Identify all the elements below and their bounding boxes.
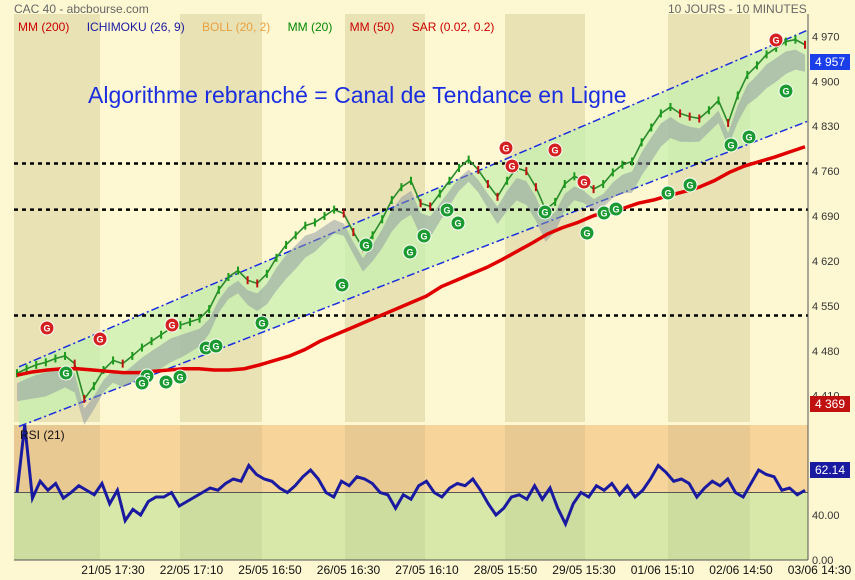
legend-sar: SAR (0.02, 0.2): [411, 20, 495, 34]
chart-period: 10 JOURS - 10 MINUTES: [668, 2, 807, 16]
last-price-tag: 4 957: [810, 54, 850, 70]
svg-text:G: G: [600, 209, 607, 219]
signal-marker-24: G: [596, 205, 612, 221]
price-tick-3: 4 620: [812, 256, 840, 268]
svg-text:G: G: [782, 87, 789, 97]
time-tick-7: 01/06 15:10: [631, 563, 695, 577]
time-tick-1: 22/05 17:10: [160, 563, 224, 577]
svg-text:G: G: [62, 369, 69, 379]
signal-marker-17: G: [334, 277, 350, 293]
legend-mm50: MM (50): [349, 20, 395, 34]
svg-text:G: G: [541, 208, 548, 218]
chart-source: CAC 40 - abcbourse.com: [14, 2, 149, 16]
signal-marker-1: G: [92, 331, 108, 347]
svg-text:G: G: [168, 321, 175, 331]
rsi-value-tag: 62.14: [810, 462, 850, 478]
signal-marker-16: G: [254, 315, 270, 331]
signal-marker-22: G: [537, 204, 553, 220]
price-tick-1: 4 480: [812, 346, 840, 358]
time-tick-4: 27/05 16:10: [395, 563, 459, 577]
signal-marker-5: G: [547, 142, 563, 158]
signal-marker-18: G: [358, 237, 374, 253]
day-band-1: [180, 14, 262, 422]
time-tick-0: 21/05 17:30: [81, 563, 145, 577]
svg-text:G: G: [772, 36, 779, 46]
rsi-tick-0: 0.00: [812, 555, 833, 567]
svg-text:G: G: [162, 378, 169, 388]
signal-marker-2: G: [164, 317, 180, 333]
signal-marker-23: G: [579, 225, 595, 241]
signal-marker-7: G: [768, 32, 784, 48]
svg-text:G: G: [420, 232, 427, 242]
signal-marker-30: G: [439, 202, 455, 218]
time-tick-6: 29/05 15:30: [552, 563, 616, 577]
svg-text:G: G: [583, 229, 590, 239]
svg-text:G: G: [258, 319, 265, 329]
svg-text:G: G: [362, 241, 369, 251]
signal-marker-15: G: [208, 338, 224, 354]
time-tick-3: 26/05 16:30: [317, 563, 381, 577]
svg-text:G: G: [551, 146, 558, 156]
svg-text:G: G: [664, 189, 671, 199]
signal-marker-25: G: [608, 201, 624, 217]
rsi-line: [15, 424, 806, 528]
svg-text:G: G: [138, 379, 145, 389]
price-tick-4: 4 690: [812, 211, 840, 223]
channel-annotation: Algorithme rebranché = Canal de Tendance…: [88, 82, 627, 108]
signal-marker-0: G: [39, 320, 55, 336]
signal-marker-28: G: [741, 129, 757, 145]
signal-marker-12: G: [158, 374, 174, 390]
legend-ichimoku: ICHIMOKU (26, 9): [86, 20, 185, 34]
signal-marker-27: G: [723, 137, 739, 153]
svg-text:G: G: [212, 342, 219, 352]
signal-marker-6: G: [576, 174, 592, 190]
signal-marker-9: G: [58, 365, 74, 381]
svg-text:G: G: [745, 133, 752, 143]
signal-marker-29: G: [778, 83, 794, 99]
trend-channel: [19, 30, 808, 427]
signal-marker-13: G: [172, 369, 188, 385]
low-price-tag: 4 369: [810, 396, 850, 412]
time-tick-2: 25/05 16:50: [238, 563, 302, 577]
svg-text:G: G: [406, 248, 413, 258]
svg-text:G: G: [202, 344, 209, 354]
svg-text:G: G: [338, 281, 345, 291]
svg-text:G: G: [96, 335, 103, 345]
svg-text:G: G: [612, 205, 619, 215]
price-tick-7: 4 900: [812, 76, 840, 88]
legend-mm20: MM (20): [287, 20, 333, 34]
signal-marker-4: G: [504, 158, 520, 174]
price-tick-8: 4 970: [812, 31, 840, 43]
time-tick-5: 28/05 15:50: [474, 563, 538, 577]
time-tick-9: 03/06 14:30: [788, 563, 852, 577]
price-tick-6: 4 830: [812, 121, 840, 133]
legend-mm200: MM (200): [18, 20, 70, 34]
svg-text:G: G: [508, 162, 515, 172]
signal-marker-26: G: [660, 185, 676, 201]
legend-boll: BOLL (20, 2): [202, 20, 271, 34]
svg-text:G: G: [686, 181, 693, 191]
rsi-label: RSI (21): [20, 428, 65, 442]
signal-marker-19: G: [402, 244, 418, 260]
svg-text:G: G: [443, 206, 450, 216]
signal-marker-3: G: [498, 140, 514, 156]
svg-text:G: G: [580, 178, 587, 188]
signal-marker-11: G: [134, 375, 150, 391]
price-tick-5: 4 760: [812, 166, 840, 178]
signal-marker-31: G: [682, 177, 698, 193]
price-tick-2: 4 550: [812, 301, 840, 313]
svg-text:G: G: [454, 219, 461, 229]
indicator-legend: MM (200) ICHIMOKU (26, 9) BOLL (20, 2) M…: [18, 20, 508, 34]
svg-text:G: G: [727, 141, 734, 151]
time-tick-8: 02/06 14:50: [709, 563, 773, 577]
signal-marker-21: G: [450, 215, 466, 231]
channel-lower-line: [18, 120, 809, 428]
svg-text:G: G: [502, 144, 509, 154]
svg-text:G: G: [176, 373, 183, 383]
signal-marker-20: G: [416, 228, 432, 244]
svg-text:G: G: [43, 324, 50, 334]
rsi-tick-1: 40.00: [812, 510, 840, 522]
svg-text:G: G: [143, 372, 150, 382]
